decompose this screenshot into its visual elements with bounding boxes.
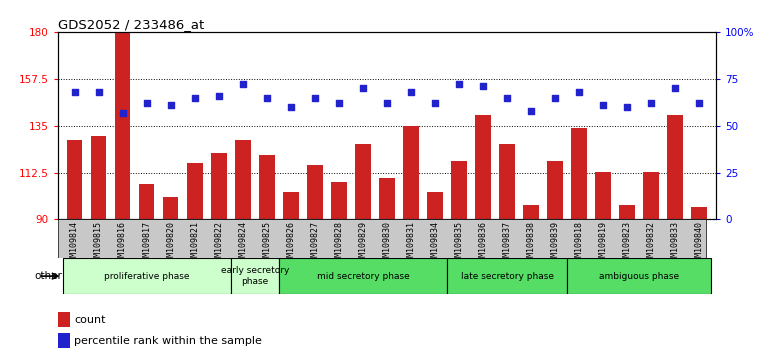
Text: GSM109819: GSM109819 — [598, 222, 608, 267]
Bar — [211, 153, 226, 219]
Bar — [524, 205, 539, 219]
Point — [597, 102, 609, 108]
Point — [357, 85, 369, 91]
Point — [260, 95, 273, 101]
Bar — [379, 178, 395, 219]
Text: GSM109834: GSM109834 — [430, 222, 440, 267]
Bar — [62, 258, 231, 294]
Point — [693, 100, 705, 106]
Bar — [668, 115, 683, 219]
Bar — [235, 140, 250, 219]
Point — [189, 95, 201, 101]
Bar — [355, 144, 370, 219]
Point — [69, 89, 81, 95]
Point — [501, 95, 514, 101]
Text: GSM109824: GSM109824 — [238, 222, 247, 267]
Text: GSM109833: GSM109833 — [671, 222, 680, 267]
Text: GSM109840: GSM109840 — [695, 222, 704, 267]
Bar — [499, 144, 515, 219]
Text: early secretory
phase: early secretory phase — [220, 267, 289, 286]
Text: GSM109838: GSM109838 — [527, 222, 536, 267]
Bar — [58, 312, 69, 327]
Point — [140, 100, 152, 106]
Point — [380, 100, 393, 106]
Point — [213, 93, 225, 98]
Bar — [403, 126, 419, 219]
Text: GSM109837: GSM109837 — [503, 222, 511, 267]
Bar — [139, 184, 155, 219]
Point — [621, 104, 634, 110]
Text: late secretory phase: late secretory phase — [460, 272, 554, 281]
Text: GSM109818: GSM109818 — [574, 222, 584, 267]
Bar — [279, 258, 447, 294]
Text: GSM109825: GSM109825 — [263, 222, 271, 267]
Text: percentile rank within the sample: percentile rank within the sample — [74, 336, 262, 346]
Bar — [644, 172, 659, 219]
Bar — [283, 192, 299, 219]
Bar — [67, 140, 82, 219]
Text: GSM109823: GSM109823 — [623, 222, 631, 267]
Bar — [58, 333, 69, 348]
Bar — [91, 136, 106, 219]
Bar — [451, 161, 467, 219]
Point — [573, 89, 585, 95]
Bar — [567, 258, 711, 294]
Bar — [691, 207, 707, 219]
Text: GSM109815: GSM109815 — [94, 222, 103, 267]
Point — [549, 95, 561, 101]
Text: proliferative phase: proliferative phase — [104, 272, 189, 281]
Text: other: other — [35, 271, 62, 281]
Point — [333, 100, 345, 106]
Point — [525, 108, 537, 114]
Text: GSM109839: GSM109839 — [551, 222, 560, 267]
Text: GSM109814: GSM109814 — [70, 222, 79, 267]
Bar — [307, 165, 323, 219]
Point — [669, 85, 681, 91]
Text: GSM109816: GSM109816 — [118, 222, 127, 267]
Text: GSM109828: GSM109828 — [334, 222, 343, 267]
Text: GSM109820: GSM109820 — [166, 222, 176, 267]
Bar — [619, 205, 635, 219]
Text: GSM109832: GSM109832 — [647, 222, 656, 267]
Text: GDS2052 / 233486_at: GDS2052 / 233486_at — [58, 18, 204, 31]
Bar — [475, 115, 490, 219]
Point — [453, 81, 465, 87]
Point — [285, 104, 297, 110]
Text: GSM109826: GSM109826 — [286, 222, 296, 267]
Bar — [331, 182, 347, 219]
Bar — [187, 163, 203, 219]
Point — [165, 102, 177, 108]
Text: mid secretory phase: mid secretory phase — [316, 272, 410, 281]
Point — [92, 89, 105, 95]
Point — [477, 84, 489, 89]
Bar — [231, 258, 279, 294]
Point — [645, 100, 658, 106]
Text: ambiguous phase: ambiguous phase — [599, 272, 679, 281]
Point — [309, 95, 321, 101]
Bar — [259, 155, 275, 219]
Text: GSM109822: GSM109822 — [214, 222, 223, 267]
Bar — [547, 161, 563, 219]
Bar — [595, 172, 611, 219]
Point — [236, 81, 249, 87]
Bar — [427, 192, 443, 219]
Bar — [163, 196, 179, 219]
Text: GSM109827: GSM109827 — [310, 222, 320, 267]
Text: GSM109817: GSM109817 — [142, 222, 151, 267]
Bar — [115, 32, 130, 219]
Text: GSM109836: GSM109836 — [478, 222, 487, 267]
Text: GSM109821: GSM109821 — [190, 222, 199, 267]
Text: GSM109835: GSM109835 — [454, 222, 464, 267]
Text: GSM109829: GSM109829 — [358, 222, 367, 267]
Text: count: count — [74, 315, 105, 325]
Text: GSM109830: GSM109830 — [383, 222, 391, 267]
Bar — [571, 128, 587, 219]
Bar — [447, 258, 567, 294]
Point — [116, 110, 129, 115]
Text: GSM109831: GSM109831 — [407, 222, 416, 267]
Point — [405, 89, 417, 95]
Point — [429, 100, 441, 106]
